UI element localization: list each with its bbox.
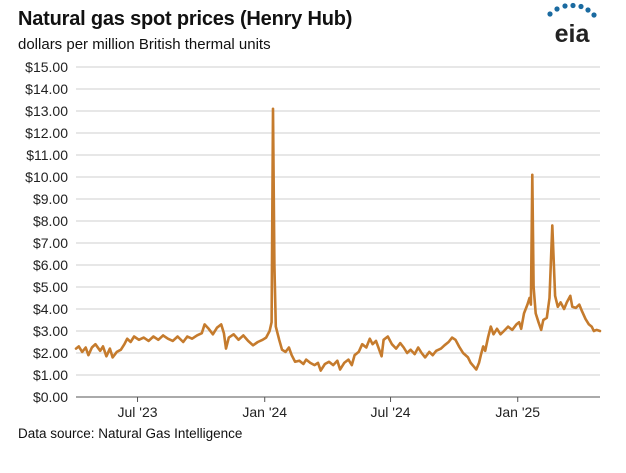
y-tick-label: $2.00 [33,345,68,361]
x-tick-label: Jan '24 [242,404,287,420]
logo-wordmark: eia [555,20,591,48]
y-tick-label: $10.00 [25,169,68,185]
y-tick-label: $0.00 [33,389,68,405]
y-tick-label: $9.00 [33,191,68,207]
y-tick-label: $4.00 [33,301,68,317]
y-tick-label: $14.00 [25,81,68,97]
x-axis-ticks: Jul '23 Jan '24 Jul '24 Jan '25 [118,397,540,420]
grid-lines [76,66,600,376]
y-axis-ticks: $0.00 $1.00 $2.00 $3.00 $4.00 $5.00 $6.00 $7.00… [25,59,68,405]
y-tick-label: $15.00 [25,59,68,75]
y-tick-label: $8.00 [33,213,68,229]
chart-subtitle: dollars per million British thermal unit… [18,36,271,53]
y-tick-label: $6.00 [33,257,68,273]
x-tick-label: Jan '25 [495,404,540,420]
data-source-note: Data source: Natural Gas Intelligence [18,426,243,441]
x-tick-label: Jul '23 [118,404,158,420]
eia-logo-icon: eia [547,2,597,48]
y-tick-label: $3.00 [33,323,68,339]
y-tick-label: $5.00 [33,279,68,295]
y-tick-label: $11.00 [26,147,68,163]
y-tick-label: $13.00 [25,103,68,119]
logo-arc-icon [547,2,597,18]
chart-title: Natural gas spot prices (Henry Hub) [18,8,353,30]
series-line [74,107,602,372]
y-tick-label: $7.00 [33,235,68,251]
x-tick-label: Jul '24 [371,404,411,420]
y-tick-label: $12.00 [25,125,68,141]
y-tick-label: $1.00 [33,367,68,383]
